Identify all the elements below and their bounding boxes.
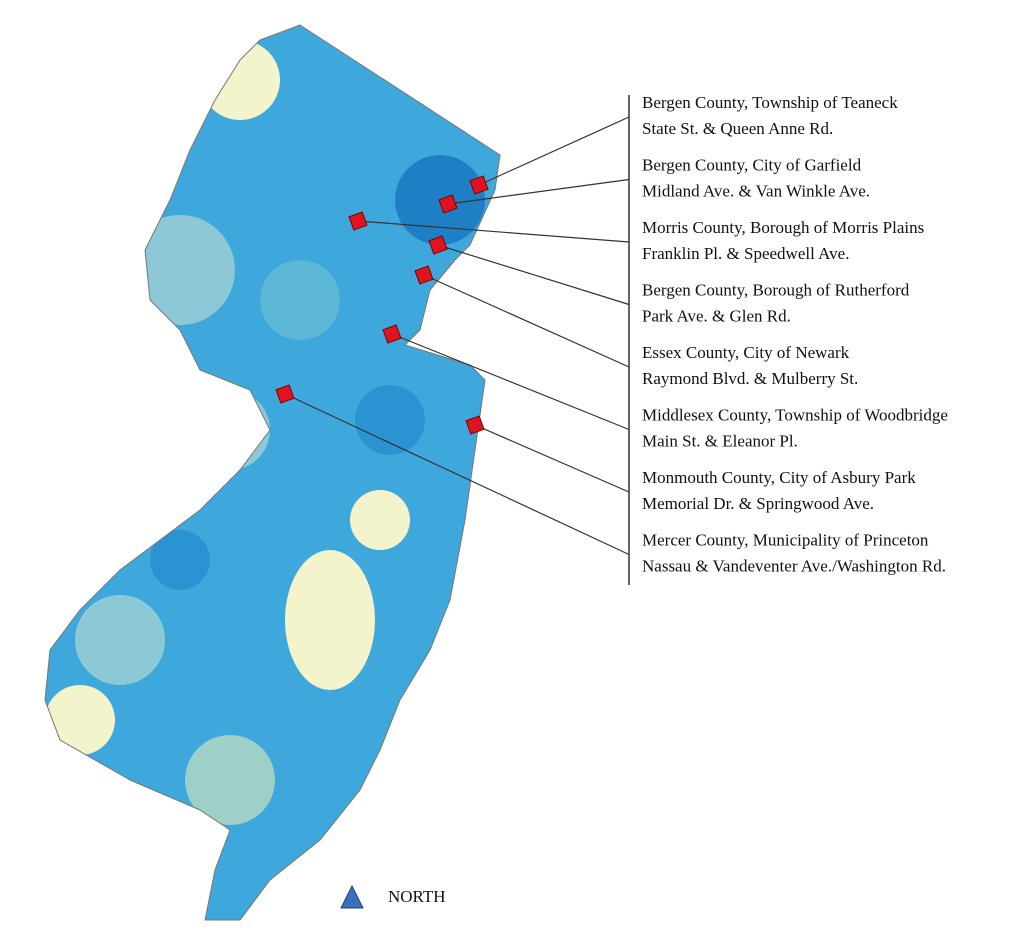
location-street: Franklin Pl. & Speedwell Ave. [642,244,849,263]
location-name: Bergen County, Borough of Rutherford [642,280,910,299]
location-name: Bergen County, Township of Teaneck [642,93,898,112]
north-label: NORTH [388,887,446,906]
location-name: Morris County, Borough of Morris Plains [642,218,924,237]
leader-line [284,393,630,556]
site-marker [428,235,448,255]
site-marker [348,211,368,231]
location-street: Nassau & Vandeventer Ave./Washington Rd. [642,556,946,575]
location-name: Monmouth County, City of Asbury Park [642,468,916,487]
site-marker [469,175,489,195]
location-name: Middlesex County, Township of Woodbridge [642,405,948,424]
location-street: Main St. & Eleanor Pl. [642,431,798,450]
state-outline [44,24,501,921]
location-name: Essex County, City of Newark [642,343,850,362]
leader-line [423,274,630,368]
callouts: Bergen County, Township of Teaneck State … [275,93,948,575]
site-marker [438,194,458,214]
site-marker [465,415,485,435]
location-street: State St. & Queen Anne Rd. [642,119,833,138]
leader-line [447,178,630,205]
leader-line [391,333,630,431]
leader-line [437,244,630,306]
site-marker [382,324,402,344]
location-street: Park Ave. & Glen Rd. [642,306,791,325]
location-street: Memorial Dr. & Springwood Ave. [642,494,874,513]
leader-line [478,116,630,186]
north-arrow [340,884,364,909]
site-marker [275,384,295,404]
location-name: Mercer County, Municipality of Princeton [642,530,929,549]
location-street: Raymond Blvd. & Mulberry St. [642,369,858,388]
location-street: Midland Ave. & Van Winkle Ave. [642,181,870,200]
leader-line [474,424,630,493]
state-shape [45,25,500,920]
location-name: Bergen County, City of Garfield [642,155,862,174]
leader-line [357,220,630,243]
site-marker [414,265,434,285]
